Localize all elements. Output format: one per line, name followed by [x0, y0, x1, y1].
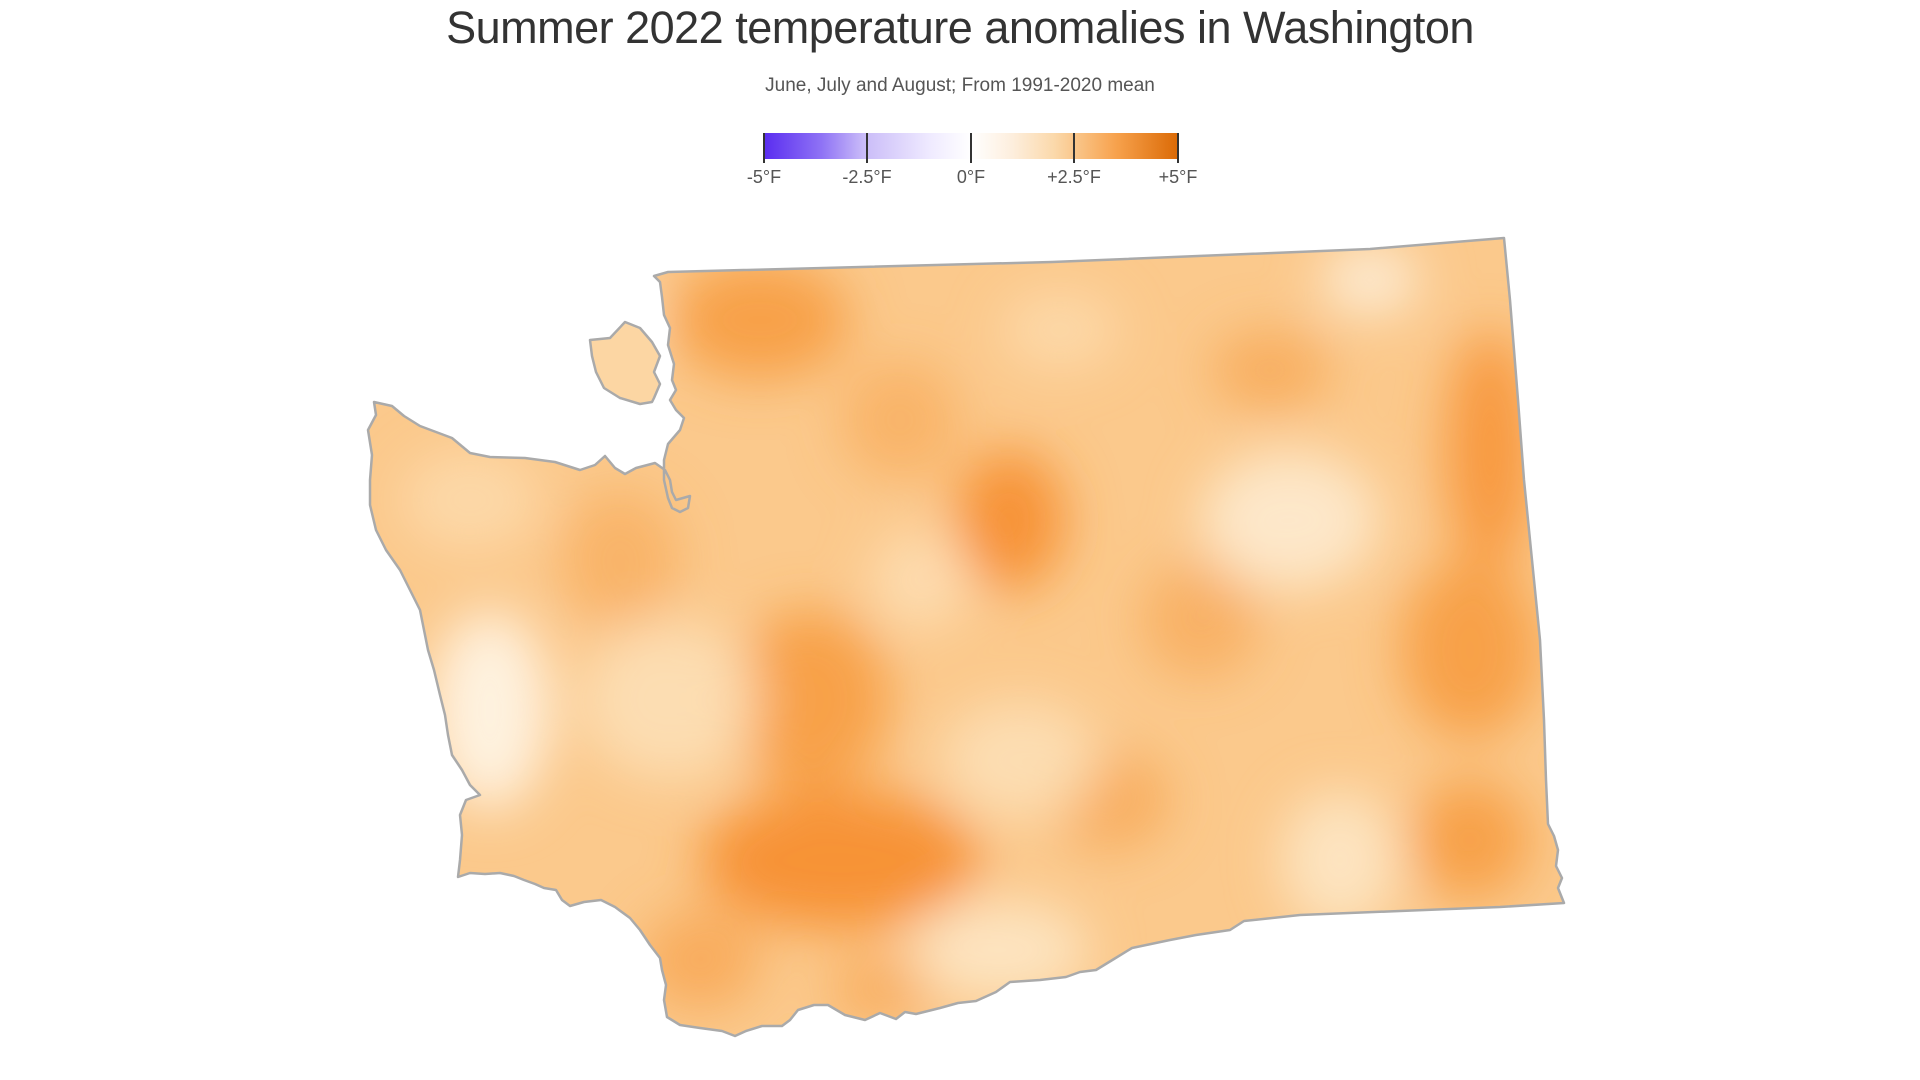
legend-tick-mark: [763, 133, 765, 163]
legend-tick-label: 0°F: [956, 167, 986, 187]
map-title: Summer 2022 temperature anomalies in Was…: [446, 2, 1474, 53]
olympic-peninsula-island: [588, 320, 662, 406]
legend-tick-label: -5°F: [746, 167, 782, 187]
legend-tick-mark: [1177, 133, 1179, 163]
legend-tick-mark: [1073, 133, 1075, 163]
anomaly-surface: [368, 238, 1564, 1036]
legend-tick-label: -2.5°F: [842, 167, 892, 187]
map-subtitle: June, July and August; From 1991-2020 me…: [765, 75, 1155, 96]
legend-tick-mark: [866, 133, 868, 163]
legend-tick-label: +5°F: [1158, 167, 1198, 187]
washington-state-outline: [366, 236, 1566, 1038]
color-legend: -5°F -2.5°F 0°F +2.5°F +5°F: [0, 0, 1920, 200]
legend-tick-label: +2.5°F: [1047, 167, 1101, 187]
legend-tick-mark: [970, 133, 972, 163]
